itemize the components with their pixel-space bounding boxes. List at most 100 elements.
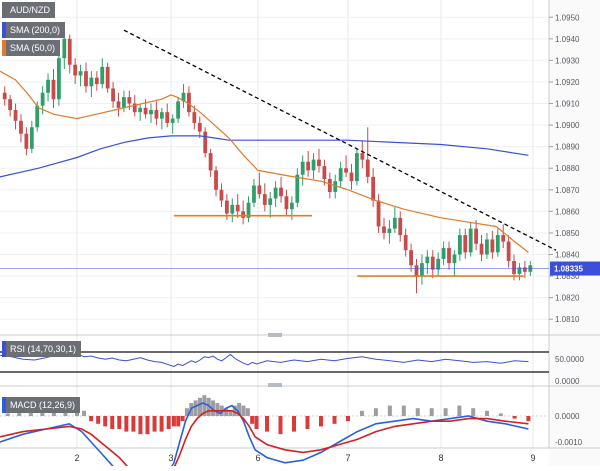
- macd-histogram-bar: [254, 416, 259, 429]
- candle-body: [327, 179, 332, 192]
- price-tick-label: 1.0840: [555, 251, 580, 260]
- macd-histogram-bar: [512, 416, 517, 419]
- macd-histogram-bar: [152, 416, 157, 432]
- macd-histogram-bar: [224, 408, 229, 416]
- candle-body: [143, 107, 148, 115]
- last-price-label: 1.08335: [554, 265, 583, 274]
- price-tick-label: 1.0860: [555, 207, 580, 216]
- candle-body: [51, 79, 56, 100]
- macd-histogram-bar: [103, 416, 108, 427]
- candle-body: [376, 200, 381, 227]
- candle-body: [62, 38, 67, 59]
- macd-histogram-bar: [359, 410, 364, 416]
- candle-body: [203, 131, 208, 154]
- candle-body: [257, 185, 262, 195]
- candle-body: [333, 181, 338, 192]
- macd-histogram-bar: [215, 403, 220, 416]
- candle-body: [490, 239, 495, 253]
- price-tick-label: 1.0950: [555, 13, 580, 22]
- candle-body: [457, 235, 462, 255]
- macd-histogram-bar: [5, 413, 10, 416]
- macd-histogram-bar: [166, 416, 171, 429]
- candle-body: [522, 267, 527, 272]
- x-tick-label: 8: [438, 453, 443, 463]
- macd-legend: MACD (12,26,9): [2, 397, 81, 413]
- macd-histogram-bar: [232, 405, 237, 416]
- candle-body: [387, 228, 392, 233]
- macd-histogram-bar: [145, 416, 150, 435]
- candle-body: [19, 120, 23, 134]
- price-tick-label: 1.0890: [555, 143, 580, 152]
- macd-histogram-bar: [206, 397, 211, 416]
- rsi-panel-resize-handle: [268, 383, 282, 387]
- candle-body: [452, 254, 457, 264]
- price-tick-label: 1.0830: [555, 272, 580, 281]
- candle-body: [8, 99, 13, 110]
- macd-histogram-bar: [96, 416, 101, 424]
- macd-histogram-bar: [250, 416, 255, 424]
- sma200-swatch: [2, 22, 6, 38]
- macd-histogram-bar: [117, 416, 122, 429]
- macd-signal-line: [0, 410, 529, 471]
- right-axis-bg: [549, 0, 600, 466]
- macd-histogram-bar: [245, 408, 250, 416]
- candle-body: [138, 107, 143, 113]
- macd-histogram-bar: [198, 397, 202, 416]
- candle-body: [100, 66, 105, 85]
- macd-histogram-bar: [278, 416, 283, 435]
- macd-histogram-bar: [319, 416, 323, 427]
- rsi-legend-label: RSI (14,70,30,1): [10, 344, 77, 354]
- macd-histogram-bar: [89, 416, 94, 422]
- candle-body: [67, 38, 72, 65]
- candle-body: [46, 79, 50, 93]
- candle-body: [29, 127, 34, 149]
- candle-body: [420, 263, 424, 277]
- candle-body: [116, 101, 121, 108]
- macd-histogram-bar: [138, 416, 143, 435]
- candle-body: [192, 112, 197, 123]
- candle-body: [425, 256, 430, 264]
- macd-histogram-bar: [387, 405, 392, 416]
- candle-body: [495, 235, 500, 253]
- candle-body: [105, 66, 110, 89]
- price-tick-label: 1.0900: [555, 121, 580, 130]
- candle-body: [246, 202, 251, 218]
- macd-histogram-bar: [171, 416, 176, 427]
- instrument-label: AUD/NZD: [10, 5, 50, 15]
- price-tick-label: 1.0930: [555, 56, 580, 65]
- candle-body: [392, 217, 397, 229]
- candle-body: [262, 194, 267, 205]
- candle-body: [35, 105, 40, 128]
- macd-axis-label: -0.0010: [555, 438, 583, 447]
- macd-histogram-bar: [159, 416, 164, 432]
- macd-histogram-bar: [82, 410, 87, 416]
- dashed-trendline: [123, 29, 557, 251]
- macd-histogram-bar: [457, 405, 462, 416]
- price-tick-label: 1.0920: [555, 78, 580, 87]
- candle-body: [122, 97, 126, 108]
- candle-body: [485, 239, 489, 255]
- macd-histogram-bar: [401, 405, 406, 416]
- macd-axis-label: 0.0000: [555, 412, 580, 421]
- candle-body: [165, 112, 170, 123]
- candle-body: [474, 228, 479, 244]
- candle-body: [111, 88, 115, 102]
- candle-body: [235, 204, 240, 212]
- rsi-axis-label: 0.0000: [555, 377, 580, 386]
- candle-body: [197, 122, 202, 132]
- candle-body: [13, 110, 18, 121]
- candle-body: [501, 235, 506, 242]
- macd-histogram-bar: [228, 410, 233, 416]
- rsi-legend: RSI (14,70,30,1): [2, 341, 82, 357]
- macd-histogram-bar: [193, 400, 198, 416]
- sma50-legend-label: SMA (50,0): [10, 43, 56, 53]
- macd-histogram-bar: [124, 416, 129, 432]
- rsi-axis-label: 50.0000: [555, 355, 584, 364]
- macd-histogram-bar: [241, 405, 246, 416]
- candle-body: [365, 159, 370, 177]
- macd-histogram-bar: [346, 416, 350, 422]
- candle-body: [463, 235, 468, 253]
- chart-axes: 1.0950 1.0940 1.0930 1.0920 1.0910 1.0900 1.08…: [74, 13, 600, 463]
- macd-histogram-bar: [332, 416, 337, 424]
- macd-legend-label: MACD (12,26,9): [10, 400, 76, 410]
